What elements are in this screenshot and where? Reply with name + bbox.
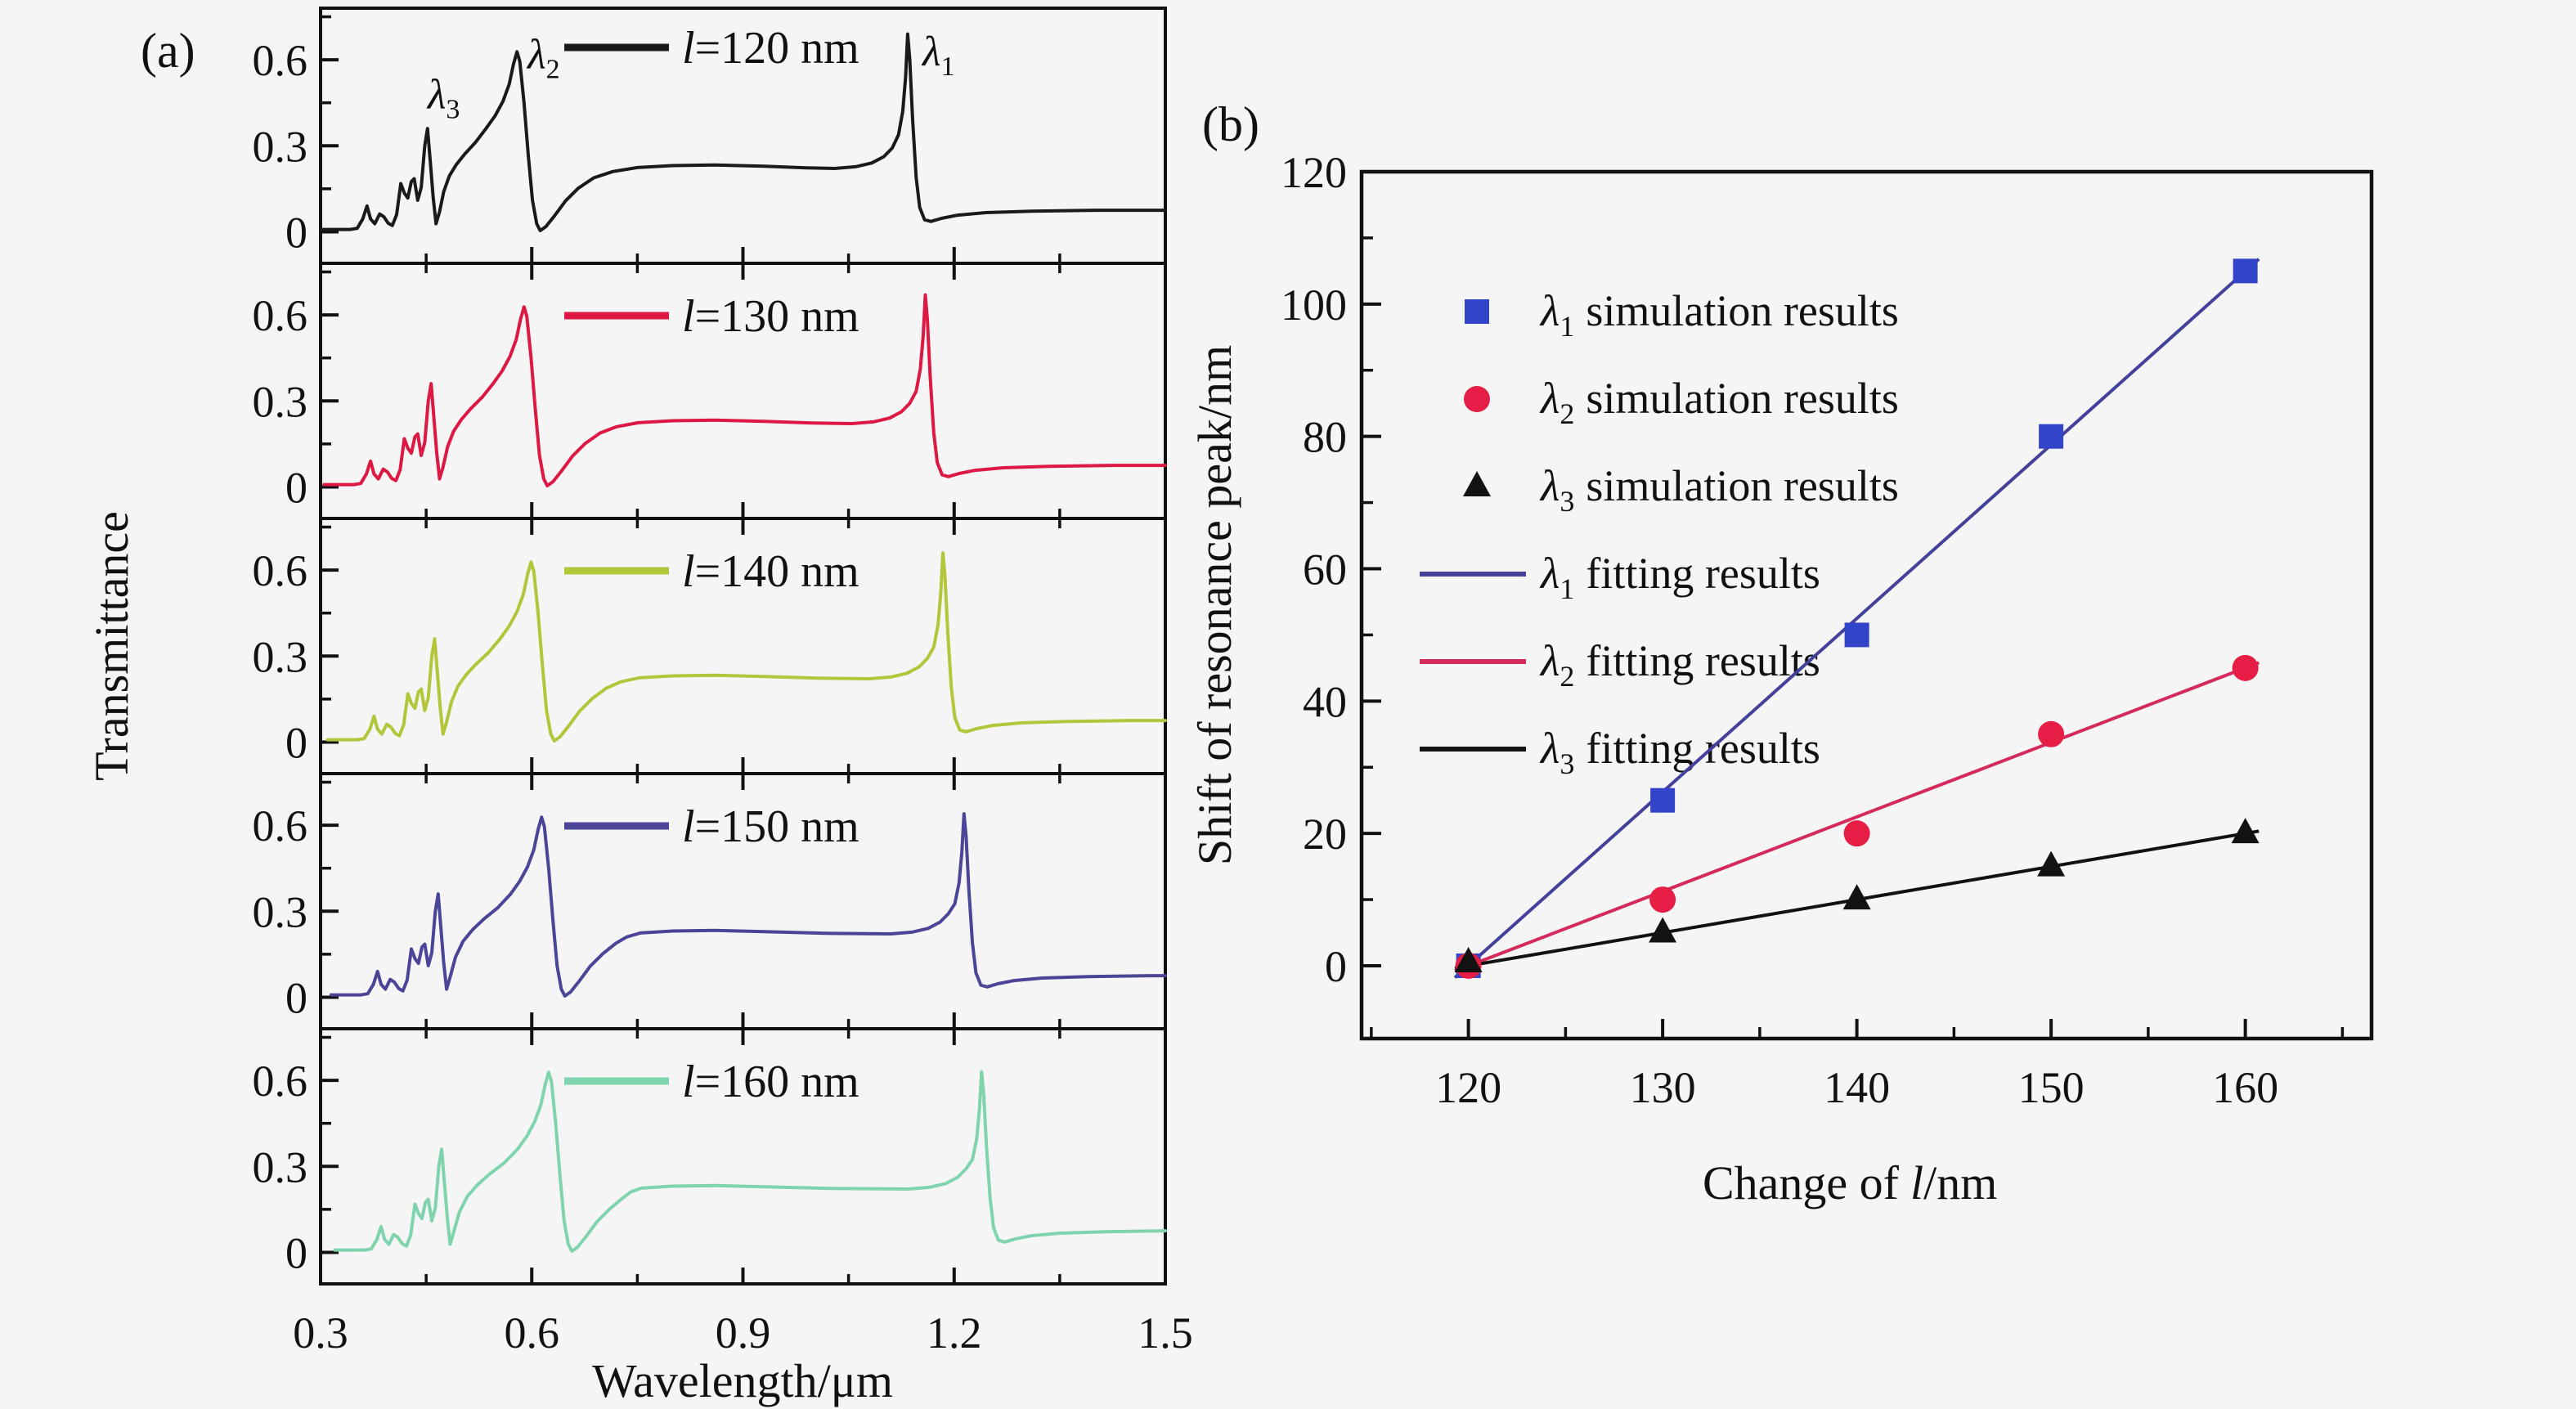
legend-lambda2-simulation: λ2 simulation results [1539,374,1899,430]
peak-annotation-lambda3: λ3 [426,72,460,125]
plot-border [1359,169,2374,1041]
y-tick-label: 0.3 [253,887,308,936]
y-tick-label: 0 [1325,942,1347,991]
y-tick-label: 0.3 [253,377,308,426]
y-tick-label: 80 [1303,413,1347,462]
panel-a-legends: l=120 nm l=130 nm l=140 nm l=150 nm l=16… [564,23,859,1107]
panel-a-transmittance-spectra: (a) Transmittance Wavelength/μm l=120 nm… [85,7,1193,1407]
panel-b-label: (b) [1202,97,1259,151]
legend-lambda1-fitting: λ1 fitting results [1539,549,1820,605]
y-tick-label: 60 [1303,545,1347,594]
panel-b-y-axis-title: Shift of resonance peak/nm [1194,345,1241,865]
y-tick-label: 100 [1281,280,1347,330]
panel-a-label: (a) [141,24,195,78]
y-tick-label: 0.6 [253,291,308,340]
y-tick-label: 0 [285,718,307,767]
panel-b-legend: λ1 simulation results λ2 simulation result… [1539,286,1899,780]
y-tick-label: 0.6 [253,36,308,85]
y-tick-label: 0.3 [253,632,308,681]
spectrum-curve-160 [333,1070,1167,1253]
data-point-lambda3 [1454,946,1483,972]
x-tick-label: 150 [2018,1063,2085,1112]
x-tick-label: 1.2 [927,1308,982,1357]
legend-marker-lambda3 [1463,471,1491,496]
y-tick-label: 0 [285,1228,307,1277]
y-tick-label: 0 [285,208,307,257]
x-tick-label: 160 [2212,1063,2278,1112]
data-point-lambda2 [1649,886,1676,913]
data-point-lambda3 [1649,917,1677,943]
legend-label-l130: l=130 nm [682,291,859,342]
data-point-lambda1 [2039,424,2064,449]
data-point-lambda2 [2038,720,2065,747]
legend-label-l160: l=160 nm [682,1057,859,1107]
x-tick-label: 130 [1630,1063,1696,1112]
spectrum-curve-150 [329,812,1167,998]
panel-a-x-axis-title: Wavelength/μm [592,1354,893,1407]
data-point-lambda2 [2232,654,2259,681]
legend-lambda3-simulation: λ3 simulation results [1539,461,1899,518]
data-point-lambda3 [2231,818,2260,844]
data-point-lambda2 [1843,820,1870,847]
panel-a-y-axis-title: Transmittance [85,511,138,781]
x-tick-label: 0.9 [716,1308,771,1357]
legend-marker-lambda1 [1465,299,1489,324]
x-tick-label: 0.6 [505,1308,560,1357]
panel-b-x-axis-title: Change of l/nm [1703,1156,1997,1209]
y-tick-label: 0.6 [253,1057,308,1106]
y-tick-label: 0.6 [253,546,308,595]
y-tick-label: 0.3 [253,122,308,171]
y-tick-label: 0.6 [253,801,308,850]
peak-annotation-lambda1: λ1 [921,29,955,82]
legend-lambda2-fitting: λ2 fitting results [1539,636,1820,693]
data-point-lambda1 [1844,622,1869,648]
fit-line-lambda2 [1454,661,2260,973]
legend-lambda3-fitting: λ3 fitting results [1539,724,1820,780]
legend-label-l150: l=150 nm [682,801,859,852]
x-tick-label: 0.3 [293,1308,348,1357]
fit-line-lambda1 [1453,258,2260,980]
legend-label-l120: l=120 nm [682,23,859,74]
y-tick-label: 0 [285,973,307,1022]
x-tick-label: 1.5 [1138,1308,1193,1357]
data-point-lambda1 [2233,258,2258,284]
y-tick-label: 20 [1303,810,1347,859]
x-tick-label: 140 [1824,1063,1890,1112]
y-tick-label: 120 [1281,148,1347,197]
peak-annotation-lambda2: λ2 [526,32,560,85]
legend-label-l140: l=140 nm [682,546,859,597]
panel-b-resonance-shift: (b) Shift of resonance peak/nm Change of… [1194,97,2374,1209]
spectrum-curve-140 [325,551,1167,743]
data-point-lambda1 [1650,788,1676,813]
y-tick-label: 0.3 [253,1142,308,1191]
legend-lambda1-simulation: λ1 simulation results [1539,286,1899,343]
panel-b-plot-area: 0 20 40 60 80 100 120 120 130 140 150 160 [1281,148,2374,1112]
y-tick-label: 0 [285,463,307,512]
data-point-lambda3 [2037,850,2066,877]
panel-a-plot-area: 0 0.3 0.6 0 0.3 0.6 0 0.3 0.6 0 0.3 0.6 0 0.3 0.6 0.3 0.… [253,7,1193,1357]
spectrum-curve-130 [322,293,1167,487]
spectrum-curve-120 [319,32,1167,232]
data-point-lambda3 [1842,884,1871,910]
y-tick-label: 40 [1303,677,1347,726]
legend-marker-lambda2 [1464,386,1490,412]
x-tick-label: 120 [1435,1063,1501,1112]
